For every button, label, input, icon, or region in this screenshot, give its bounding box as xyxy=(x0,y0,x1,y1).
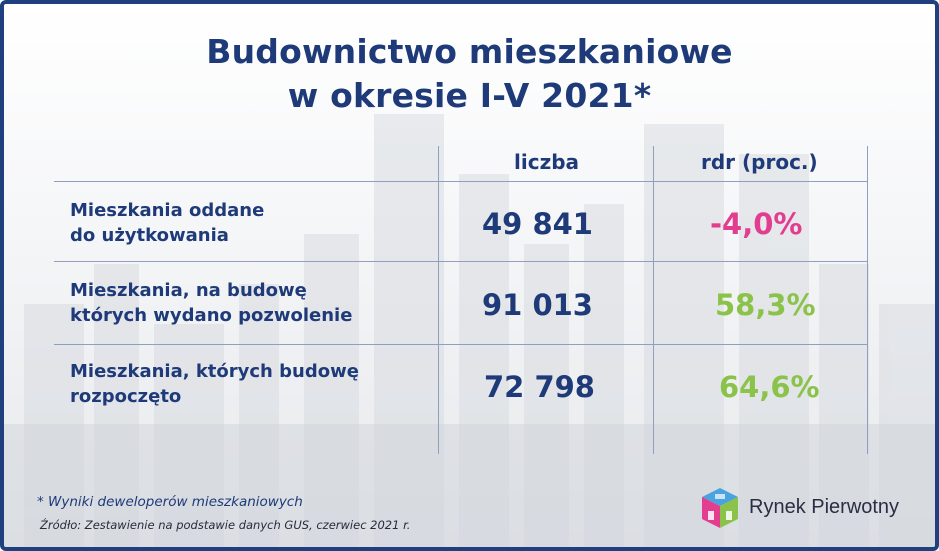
row-1-count: 49 841 xyxy=(482,207,593,241)
row-divider-2 xyxy=(54,344,867,345)
row-1-yoy: -4,0% xyxy=(710,207,803,241)
header-yoy: rdr (proc.) xyxy=(701,150,818,174)
row-3-yoy: 64,6% xyxy=(719,370,820,404)
row-2-label: Mieszkania, na budowę których wydano poz… xyxy=(70,278,352,328)
brand-name: Rynek Pierwotny xyxy=(749,496,900,518)
city-skyline-background xyxy=(4,114,935,547)
title-line-1: Budownictwo mieszkaniowe xyxy=(206,32,733,71)
row-2-label-line-1: Mieszkania, na budowę xyxy=(70,280,307,301)
row-3-label-line-2: rozpoczęto xyxy=(70,386,182,407)
row-3-count: 72 798 xyxy=(484,370,595,404)
row-2-label-line-2: których wydano pozwolenie xyxy=(70,305,353,326)
column-divider-2 xyxy=(653,146,654,454)
row-1-label: Mieszkania oddane do użytkowania xyxy=(70,198,264,248)
page-title: Budownictwo mieszkaniowe w okresie I-V 2… xyxy=(4,30,935,118)
row-divider-1 xyxy=(54,261,867,262)
title-line-2: w okresie I-V 2021* xyxy=(287,76,652,115)
column-divider-3 xyxy=(867,146,868,454)
row-1-label-line-2: do użytkowania xyxy=(70,225,229,246)
header-count: liczba xyxy=(514,150,580,174)
row-3-label-line-1: Mieszkania, których budowę xyxy=(70,361,359,382)
column-divider-1 xyxy=(438,146,439,454)
row-2-yoy: 58,3% xyxy=(715,288,816,322)
rynek-pierwotny-logo-icon xyxy=(702,488,738,528)
row-2-count: 91 013 xyxy=(482,288,593,322)
source-note: Źródło: Zestawienie na podstawie danych … xyxy=(40,518,411,532)
brand-logo: Rynek Pierwotny xyxy=(699,486,919,530)
footnote: * Wyniki deweloperów mieszkaniowych xyxy=(37,494,303,510)
row-divider-header xyxy=(54,181,867,182)
row-1-label-line-1: Mieszkania oddane xyxy=(70,200,265,221)
row-3-label: Mieszkania, których budowę rozpoczęto xyxy=(70,359,359,409)
